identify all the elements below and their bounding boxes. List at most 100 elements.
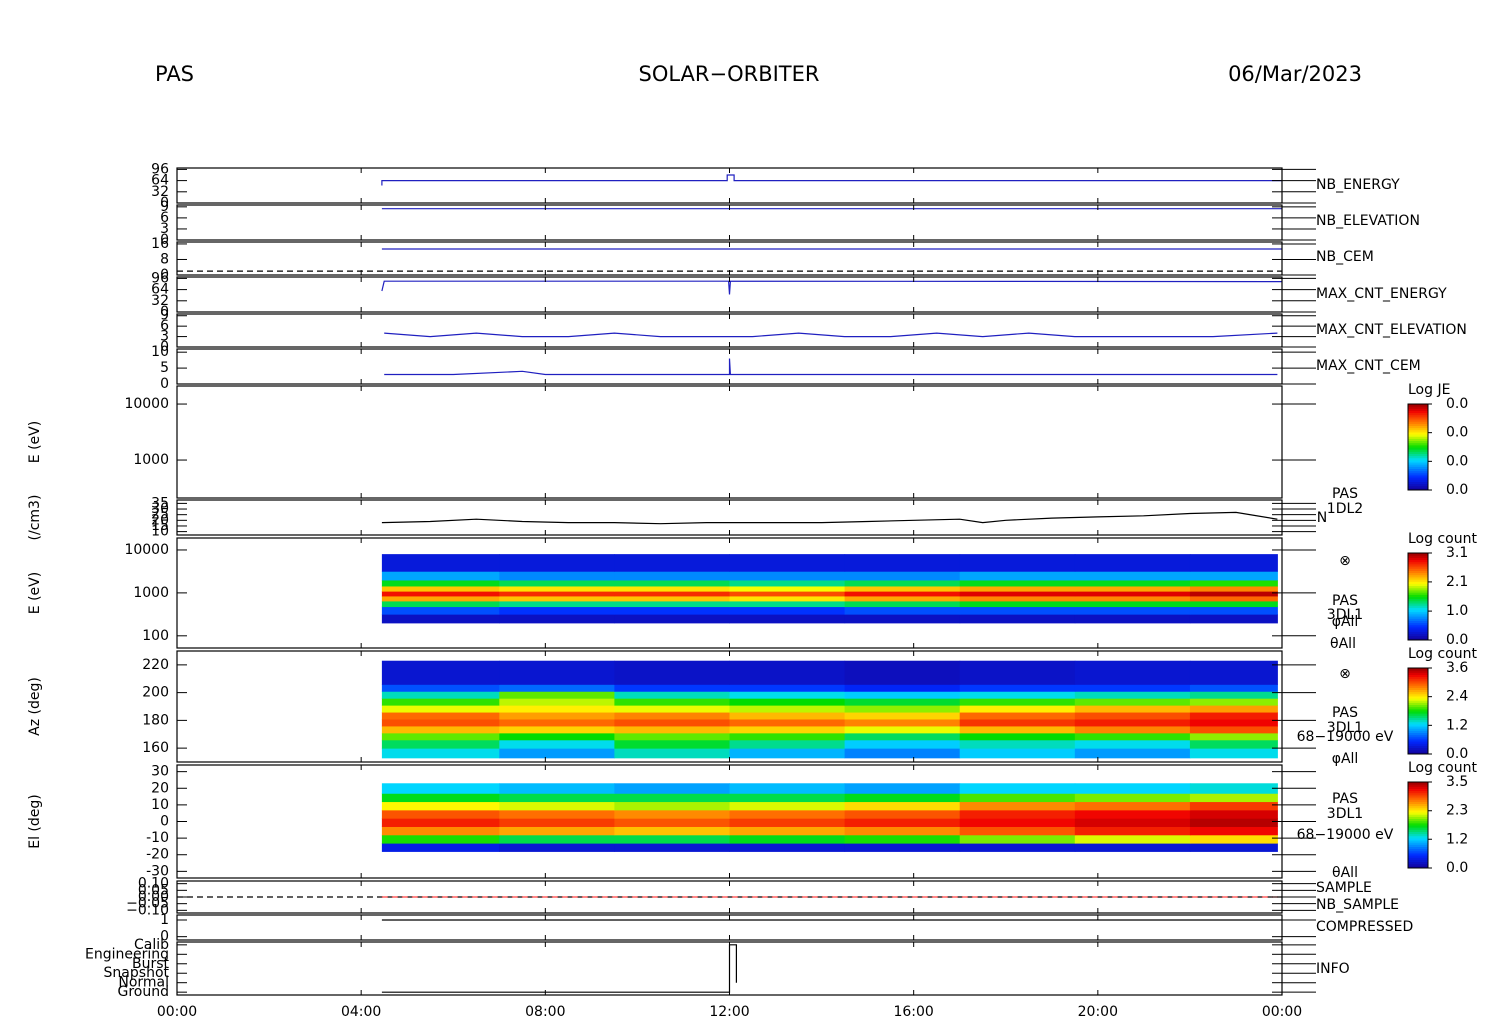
heatmap-cell [614, 818, 730, 827]
x-tick-label: 20:00 [1078, 1004, 1118, 1020]
heatmap-cell [499, 818, 615, 827]
colorbar-stripe [1408, 566, 1428, 569]
heatmap-cell [614, 698, 730, 706]
heatmap-cell [499, 801, 615, 811]
colorbar-stripe [1408, 782, 1428, 785]
colorbar-stripe [1408, 820, 1428, 824]
heatmap-cell [1074, 684, 1191, 692]
y-tick-label: 0 [160, 304, 169, 320]
date-title: 06/Mar/2023 [1228, 62, 1362, 86]
heatmap-cell [614, 801, 730, 811]
heatmap-cell [729, 801, 846, 811]
heatmap-cell [959, 826, 1076, 836]
heatmap-cell [729, 684, 846, 692]
heatmap-cell [844, 783, 961, 794]
heatmap-cell [959, 843, 1076, 852]
y-tick-label: 9 [160, 199, 169, 215]
heatmap-cell [844, 595, 961, 602]
heatmap-cell [959, 718, 1076, 727]
colorbar-stripe [1408, 698, 1428, 701]
colorbar-stripe [1408, 629, 1428, 632]
heatmap-cell [499, 684, 615, 692]
y-tick-label: 25 [151, 507, 169, 523]
heatmap-cell [614, 554, 730, 572]
heatmap-cell [614, 718, 730, 727]
colorbar-stripe [1408, 438, 1428, 442]
colorbar-stripe [1408, 472, 1428, 476]
heatmap-cell [959, 793, 1076, 803]
panel-label: COMPRESSED [1316, 919, 1413, 935]
colorbar-title: Log JE [1408, 382, 1450, 398]
colorbar-tick-label: 0.0 [1446, 396, 1468, 412]
heatmap-cell [844, 606, 961, 615]
panel-frame [176, 204, 1283, 241]
heatmap-cell [381, 793, 500, 803]
heatmap-cell [614, 579, 730, 587]
heatmap-cell [729, 783, 846, 794]
colorbar-stripe [1408, 624, 1428, 628]
y-tick-label: 30 [151, 764, 169, 780]
heatmap-cell [614, 783, 730, 794]
panel-label: MAX_CNT_ENERGY [1316, 286, 1447, 302]
y-tick-label: 32 [151, 293, 169, 309]
side-label: φAll [1332, 751, 1359, 767]
colorbar-stripe [1408, 479, 1428, 482]
heatmap-cell [959, 554, 1076, 572]
heatmap-cell [381, 579, 500, 587]
colorbar-stripe [1408, 859, 1428, 863]
colorbar-stripe [1408, 431, 1428, 435]
colorbar-stripe [1408, 842, 1428, 845]
heatmap-cell [614, 732, 730, 741]
colorbar-stripe [1408, 730, 1428, 733]
heatmap-cell [959, 834, 1076, 844]
heatmap-cell [499, 595, 615, 602]
colorbar-stripe [1408, 865, 1428, 869]
colorbar-stripe [1408, 825, 1428, 828]
y-tick-label: 35 [151, 495, 169, 511]
heatmap-cell [614, 826, 730, 836]
side-label: ⊗ [1339, 553, 1351, 569]
heatmap-cell [844, 801, 961, 811]
colorbar-stripe [1408, 745, 1428, 749]
heatmap-cell [381, 660, 500, 685]
heatmap-cell [844, 818, 961, 827]
heatmap-cell [844, 793, 961, 803]
heatmap-cell [614, 684, 730, 692]
heatmap-cell [729, 698, 846, 706]
colorbar-stripe [1408, 715, 1428, 718]
colorbar-stripe [1408, 751, 1428, 755]
colorbar-stripe [1408, 563, 1428, 567]
heatmap-cell [844, 660, 961, 685]
heatmap-cell [959, 606, 1076, 615]
colorbar-stripe [1408, 719, 1428, 723]
heatmap-cell [729, 818, 846, 827]
colorbar-stripe [1408, 676, 1428, 680]
colorbar-stripe [1408, 423, 1428, 426]
heatmap-cell [381, 725, 500, 734]
colorbar-stripe [1408, 837, 1428, 841]
y-tick-label: -10 [146, 830, 169, 846]
heatmap-cell [1189, 614, 1278, 624]
y-tick-label: 0 [160, 929, 169, 945]
side-label: θAll [1330, 636, 1356, 652]
y-tick-label: Calib [134, 937, 169, 953]
heatmap-cell [1189, 732, 1278, 741]
colorbar-stripe [1408, 561, 1428, 565]
y-tick-label: -30 [146, 863, 169, 879]
heatmap-cell [1189, 585, 1278, 592]
heatmap-cell [614, 712, 730, 720]
colorbar-title: Log count [1408, 760, 1477, 776]
heatmap-cell [1189, 801, 1278, 811]
heatmap-cell [1074, 554, 1191, 572]
heatmap-cell [1189, 725, 1278, 734]
heatmap-cell [959, 712, 1076, 720]
colorbar-stripe [1408, 425, 1428, 429]
heatmap-cell [1189, 698, 1278, 706]
heatmap-cell [729, 595, 846, 602]
colorbar-stripe [1408, 805, 1428, 809]
heatmap-cell [844, 591, 961, 597]
colorbar-tick-label: 0.0 [1446, 632, 1468, 648]
heatmap-cell [729, 591, 846, 597]
heatmap-cell [1189, 718, 1278, 727]
colorbar-stripe [1408, 702, 1428, 706]
